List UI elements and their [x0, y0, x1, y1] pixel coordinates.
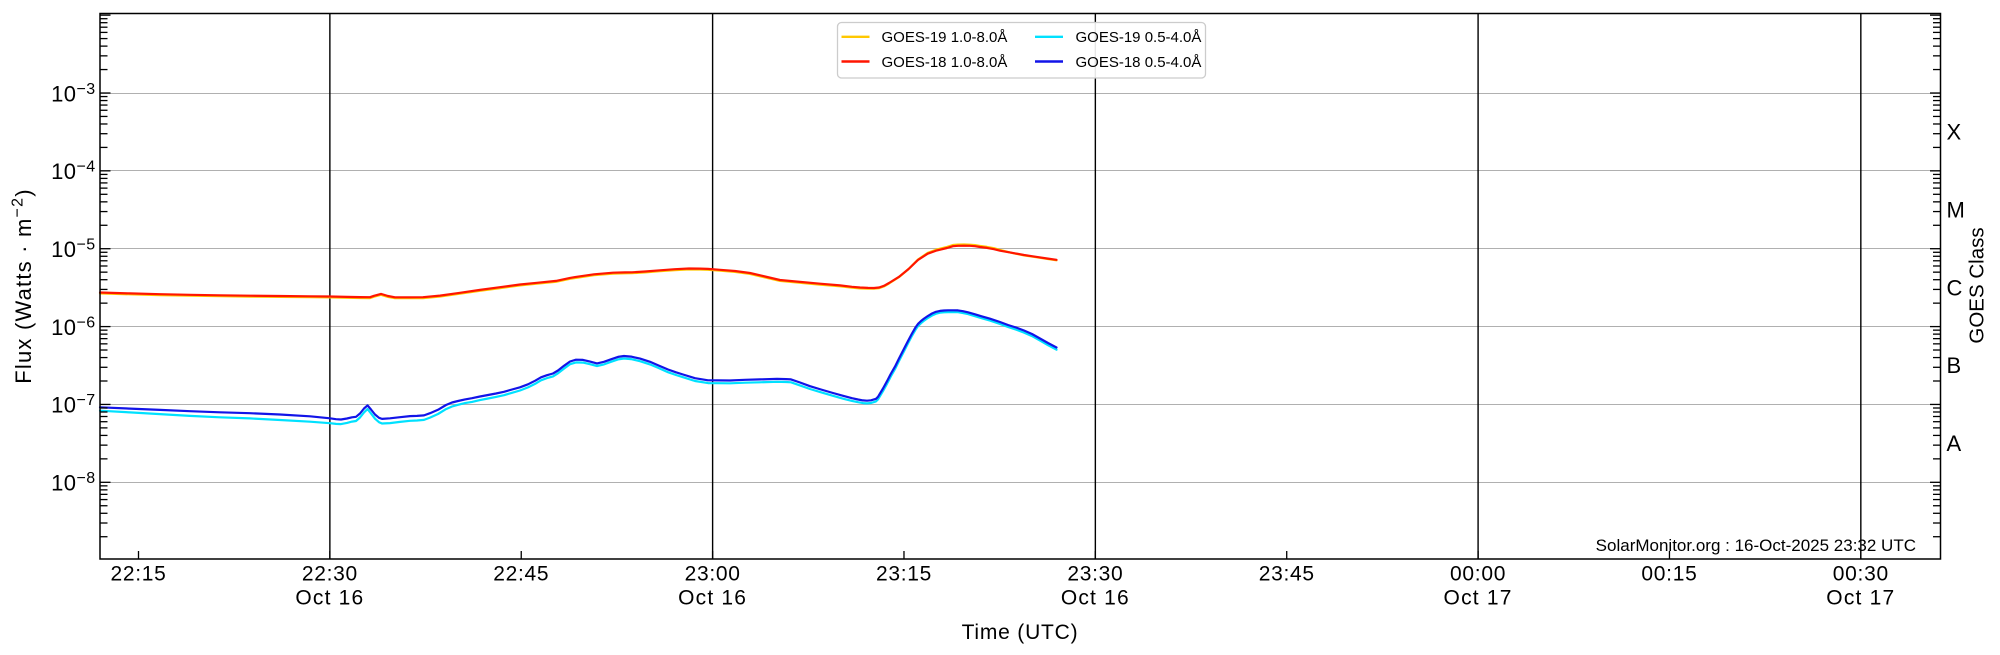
svg-text:23:15: 23:15	[876, 563, 932, 586]
svg-text:X: X	[1947, 120, 1962, 145]
svg-text:00:30: 00:30	[1833, 563, 1889, 586]
svg-text:GOES-19 0.5-4.0Å: GOES-19 0.5-4.0Å	[1076, 29, 1202, 46]
svg-text:GOES Class: GOES Class	[1966, 227, 1989, 343]
svg-text:Oct 16: Oct 16	[295, 587, 364, 610]
svg-text:GOES-19 1.0-8.0Å: GOES-19 1.0-8.0Å	[882, 29, 1008, 46]
svg-text:SolarMonitor.org : 16-Oct-2025: SolarMonitor.org : 16-Oct-2025 23:32 UTC	[1596, 536, 1916, 555]
svg-text:M: M	[1947, 197, 1965, 222]
svg-text:10−5: 10−5	[51, 237, 95, 263]
svg-text:A: A	[1947, 431, 1962, 456]
svg-text:23:45: 23:45	[1259, 563, 1315, 586]
svg-text:22:30: 22:30	[302, 563, 358, 586]
svg-text:Flux (Watts · m−2): Flux (Watts · m−2)	[10, 188, 37, 383]
svg-text:C: C	[1947, 275, 1963, 300]
svg-text:Oct 16: Oct 16	[1061, 587, 1130, 610]
svg-text:Oct 17: Oct 17	[1826, 587, 1895, 610]
svg-text:22:45: 22:45	[493, 563, 549, 586]
svg-text:GOES-18 0.5-4.0Å: GOES-18 0.5-4.0Å	[1076, 54, 1202, 71]
svg-text:GOES-18 1.0-8.0Å: GOES-18 1.0-8.0Å	[882, 54, 1008, 71]
svg-text:Oct 17: Oct 17	[1444, 587, 1513, 610]
svg-text:B: B	[1947, 353, 1962, 378]
svg-text:23:30: 23:30	[1067, 563, 1123, 586]
svg-text:00:00: 00:00	[1450, 563, 1506, 586]
svg-text:23:00: 23:00	[685, 563, 741, 586]
svg-text:00:15: 00:15	[1641, 563, 1697, 586]
svg-text:Oct 16: Oct 16	[678, 587, 747, 610]
svg-text:Time (UTC): Time (UTC)	[962, 621, 1079, 644]
svg-text:22:15: 22:15	[110, 563, 166, 586]
